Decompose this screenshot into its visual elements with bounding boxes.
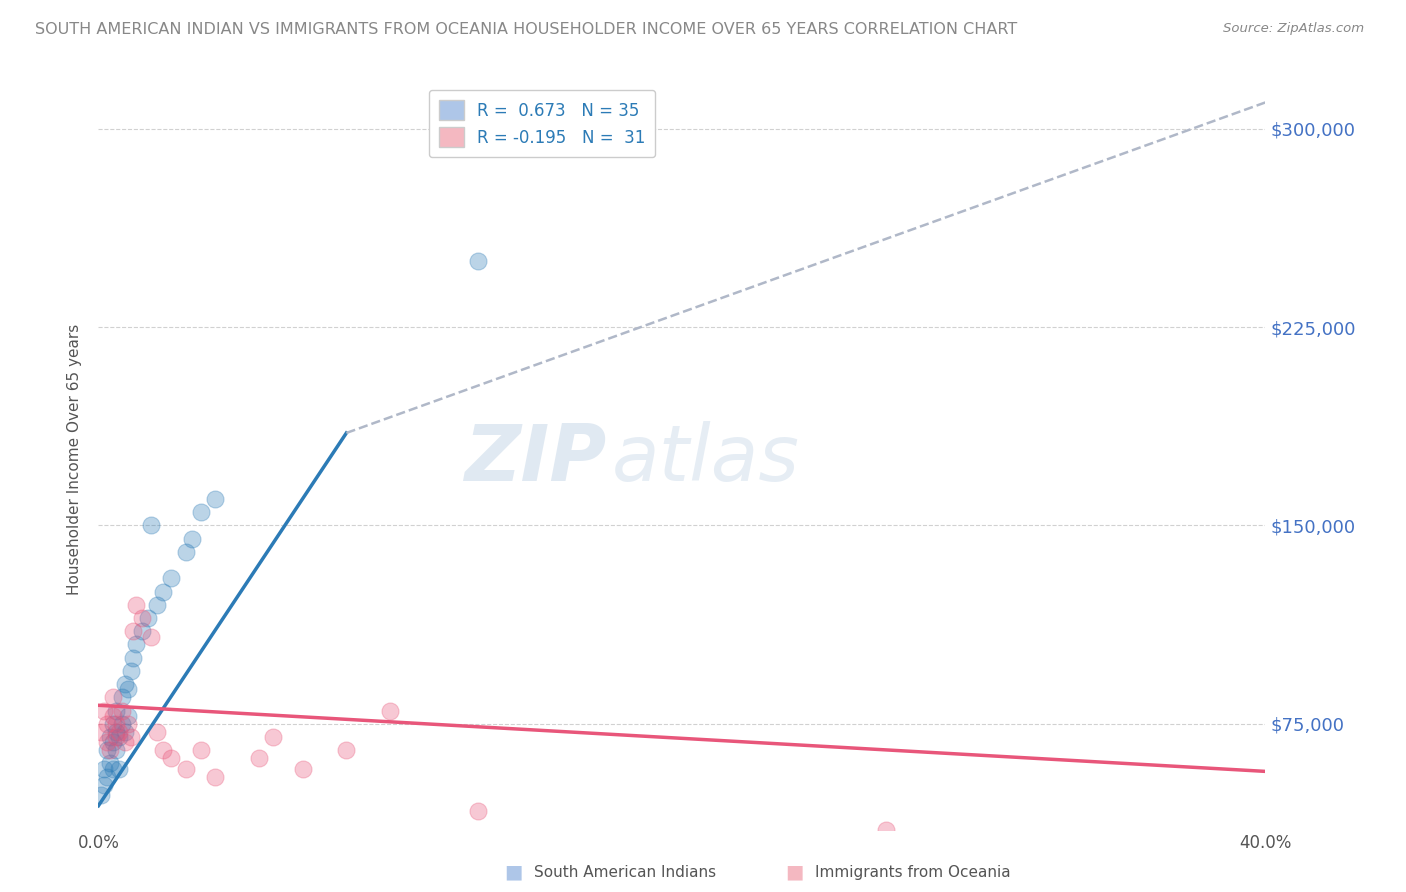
Point bbox=[160, 751, 183, 765]
Point bbox=[96, 716, 118, 731]
Point bbox=[114, 735, 136, 749]
Point bbox=[111, 704, 134, 718]
Point bbox=[98, 756, 121, 771]
Text: SOUTH AMERICAN INDIAN VS IMMIGRANTS FROM OCEANIA HOUSEHOLDER INCOME OVER 65 YEAR: SOUTH AMERICAN INDIAN VS IMMIGRANTS FROM… bbox=[35, 22, 1018, 37]
Point bbox=[117, 709, 139, 723]
Point bbox=[111, 716, 134, 731]
Point bbox=[120, 730, 142, 744]
Legend: R =  0.673   N = 35, R = -0.195   N =  31: R = 0.673 N = 35, R = -0.195 N = 31 bbox=[429, 90, 655, 158]
Text: ZIP: ZIP bbox=[464, 421, 606, 498]
Point bbox=[108, 762, 131, 776]
Point bbox=[101, 709, 124, 723]
Point bbox=[104, 724, 127, 739]
Point bbox=[291, 762, 314, 776]
Point bbox=[111, 690, 134, 705]
Point bbox=[380, 704, 402, 718]
Point bbox=[247, 751, 270, 765]
Point bbox=[174, 545, 197, 559]
Point bbox=[101, 716, 124, 731]
Point bbox=[152, 584, 174, 599]
Point bbox=[131, 611, 153, 625]
Point bbox=[120, 664, 142, 678]
Point bbox=[139, 518, 162, 533]
Point bbox=[98, 743, 121, 757]
Point bbox=[114, 677, 136, 691]
Point bbox=[125, 598, 148, 612]
Point bbox=[262, 730, 284, 744]
Point bbox=[90, 788, 112, 802]
Point bbox=[93, 762, 115, 776]
Point bbox=[131, 624, 153, 639]
Point bbox=[98, 730, 121, 744]
Point bbox=[104, 716, 127, 731]
Point bbox=[104, 730, 127, 744]
Point bbox=[108, 724, 131, 739]
Point bbox=[335, 743, 357, 757]
Text: ■: ■ bbox=[785, 863, 804, 882]
Point bbox=[96, 770, 118, 784]
Point bbox=[190, 743, 212, 757]
Point bbox=[90, 724, 112, 739]
Point bbox=[146, 724, 169, 739]
Point bbox=[108, 730, 131, 744]
Point bbox=[152, 743, 174, 757]
Point bbox=[114, 724, 136, 739]
Point bbox=[875, 822, 897, 837]
Point bbox=[96, 743, 118, 757]
Point bbox=[101, 762, 124, 776]
Point bbox=[96, 735, 118, 749]
Point bbox=[146, 598, 169, 612]
Point bbox=[93, 778, 115, 792]
Point bbox=[467, 254, 489, 268]
Point bbox=[104, 743, 127, 757]
Point bbox=[190, 505, 212, 519]
Point bbox=[204, 770, 226, 784]
Point bbox=[104, 704, 127, 718]
Point bbox=[101, 735, 124, 749]
Point bbox=[122, 650, 145, 665]
Y-axis label: Householder Income Over 65 years: Householder Income Over 65 years bbox=[67, 324, 83, 595]
Point bbox=[467, 804, 489, 818]
Point bbox=[139, 630, 162, 644]
Point bbox=[160, 571, 183, 585]
Point bbox=[125, 637, 148, 651]
Text: ■: ■ bbox=[503, 863, 523, 882]
Point bbox=[117, 682, 139, 697]
Point bbox=[136, 611, 159, 625]
Text: Source: ZipAtlas.com: Source: ZipAtlas.com bbox=[1223, 22, 1364, 36]
Text: South American Indians: South American Indians bbox=[534, 865, 717, 880]
Point bbox=[122, 624, 145, 639]
Point bbox=[117, 716, 139, 731]
Point bbox=[101, 690, 124, 705]
Point bbox=[204, 491, 226, 506]
Point bbox=[93, 704, 115, 718]
Point bbox=[174, 762, 197, 776]
Text: atlas: atlas bbox=[612, 421, 800, 498]
Text: Immigrants from Oceania: Immigrants from Oceania bbox=[815, 865, 1011, 880]
Point bbox=[180, 532, 202, 546]
